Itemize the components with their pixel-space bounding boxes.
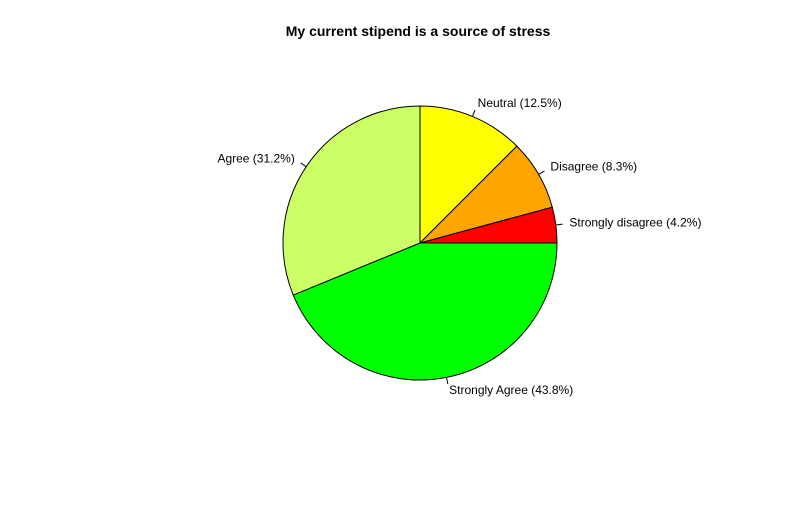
pie-label-tick-strongly-disagree <box>555 223 563 226</box>
pie-slice-neutral <box>419 105 518 245</box>
pie-label-agree: Agree (31.2%) <box>217 151 294 165</box>
pie-label-disagree: Disagree (8.3%) <box>550 160 637 174</box>
pie-label-strongly-disagree: Strongly disagree (4.2%) <box>569 215 701 229</box>
pie-slice-strongly-agree <box>292 242 558 381</box>
chart-title: My current stipend is a source of stress <box>286 23 551 39</box>
pie-label-strongly-agree: Strongly Agree (43.8%) <box>449 383 573 397</box>
pie-slices <box>282 105 558 381</box>
pie-label-tick-neutral <box>471 109 476 117</box>
pie-label-tick-disagree <box>538 170 545 175</box>
pie-labels: Neutral (12.5%) Disagree (8.3%) Strongly d… <box>217 96 701 397</box>
pie-label-neutral: Neutral (12.5%) <box>478 96 562 110</box>
pie-label-tick-strongly-agree <box>446 377 449 385</box>
pie-label-tick-agree <box>300 162 307 168</box>
